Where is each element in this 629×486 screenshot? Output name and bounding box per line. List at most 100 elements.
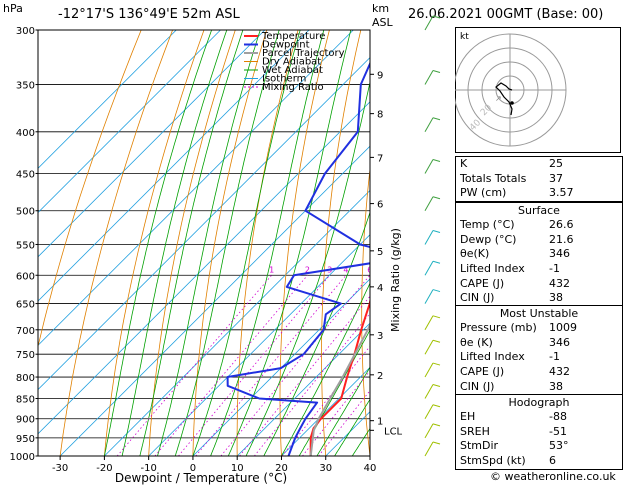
wind-barb-flag xyxy=(432,362,441,366)
wind-barb xyxy=(424,404,434,419)
temp-tick-20: 20 xyxy=(275,463,288,474)
plot-frame xyxy=(37,29,371,457)
legend-item-dry-adiabat: Dry Adiabat xyxy=(262,57,321,68)
dry-adiabat-line xyxy=(192,30,268,456)
index-row-totals: Totals Totals 37 xyxy=(460,171,563,185)
dry-adiabat-line xyxy=(38,30,142,348)
pressure-tick-400: 400 xyxy=(16,128,35,139)
pressure-tick-750: 750 xyxy=(16,350,35,361)
wet-adiabat-line xyxy=(157,30,261,456)
surface-title: Surface xyxy=(518,204,560,217)
hodograph: kt 20 40 ↗ xyxy=(455,27,621,153)
legend-item-mixing-ratio: Mixing Ratio xyxy=(262,82,324,93)
wind-barb-flag xyxy=(432,315,441,319)
mixing-ratio-line xyxy=(178,275,331,456)
pressure-tick-350: 350 xyxy=(16,81,35,92)
hodograph-table: Hodograph EH -88 SREH -51 StmDir 53° StmSpd… xyxy=(455,394,623,470)
km-tick-3: 3 xyxy=(377,331,383,342)
pressure-tick-800: 800 xyxy=(16,373,35,384)
temp-tick-30: 30 xyxy=(319,463,332,474)
skewt-grid xyxy=(38,30,370,456)
wet-adiabat-line xyxy=(227,30,352,456)
wind-barb xyxy=(424,441,434,457)
wet-adiabat-line xyxy=(316,366,370,456)
wind-barb xyxy=(424,196,434,211)
wet-adiabat-line xyxy=(245,80,370,456)
isotherm-line xyxy=(38,30,266,258)
isotherm-line xyxy=(148,234,370,456)
mixing-ratio-label: 20 xyxy=(441,265,451,274)
wet-adiabat-line xyxy=(263,211,370,456)
isotherm-line xyxy=(38,30,221,214)
most-unstable-table: Most Unstable Pressure (mb) 1009 θe (K) 34… xyxy=(455,305,623,396)
legend-item-parcel: Parcel Trajectory xyxy=(262,48,345,59)
mixing-ratio-axis-title: Mixing Ratio (g/kg) xyxy=(389,228,402,332)
wind-barb-flag xyxy=(432,260,441,264)
location-title: -12°17'S 136°49'E 52m ASL xyxy=(58,7,240,22)
wet-adiabat-line xyxy=(334,398,370,456)
pressure-tick-600: 600 xyxy=(16,271,35,282)
wind-barb-flag xyxy=(432,404,441,408)
km-tick-1: 1 xyxy=(377,417,383,428)
temp-tick-10: 10 xyxy=(231,463,244,474)
temp-tick-40: 40 xyxy=(364,463,377,474)
mixing-ratio-line xyxy=(116,275,272,456)
hodo-storm-motion xyxy=(510,101,514,105)
footer-credit: © weatheronline.co.uk xyxy=(490,470,616,483)
temp-tick--30: -30 xyxy=(52,463,68,474)
wind-barb-flag xyxy=(432,117,441,121)
isotherm-line xyxy=(281,366,370,456)
km-tick-8: 8 xyxy=(377,110,383,121)
wind-barb-flag xyxy=(432,441,441,445)
wind-barb-flag xyxy=(432,339,441,343)
wet-adiabat-line xyxy=(210,30,325,456)
isotherm-line xyxy=(38,30,177,169)
km-axis-label: km xyxy=(372,2,390,15)
wind-barb xyxy=(424,15,434,31)
legend-item-temperature: Temperature xyxy=(261,31,325,42)
wind-barb-flag xyxy=(432,423,441,427)
legend-item-wet-adiabat: Wet Adiabat xyxy=(262,65,323,76)
temp-tick--20: -20 xyxy=(96,463,112,474)
km-tick-5: 5 xyxy=(377,247,383,258)
datetime-title: 26.06.2021 00GMT (Base: 00) xyxy=(408,7,604,22)
parcel-trace xyxy=(309,322,370,456)
wind-barb xyxy=(424,70,434,85)
wind-barb xyxy=(424,339,434,355)
wet-adiabat-line xyxy=(298,329,370,456)
wind-barb xyxy=(424,315,434,331)
wet-adiabat-line xyxy=(139,30,244,456)
wet-adiabat-line xyxy=(192,30,301,456)
wind-barb-flag xyxy=(432,384,441,387)
mixing-ratio-label: 4 xyxy=(343,265,348,274)
temp-tick--10: -10 xyxy=(140,463,156,474)
mixing-ratio-line xyxy=(253,312,370,456)
hodo-trace xyxy=(495,82,513,116)
wind-barb-flag xyxy=(432,196,441,200)
wind-barb-flag xyxy=(432,289,441,293)
pressure-tick-850: 850 xyxy=(16,394,35,405)
isotherm-line xyxy=(192,278,370,456)
wind-barb xyxy=(424,261,434,276)
wet-adiabat-line xyxy=(104,30,212,456)
wind-barb-flag xyxy=(432,70,441,74)
km-tick-4: 4 xyxy=(377,283,383,294)
pressure-tick-700: 700 xyxy=(16,326,35,337)
chart-legend: Temperature Dewpoint Parcel Trajectory D… xyxy=(244,31,345,93)
legend-item-dewpoint: Dewpoint xyxy=(262,40,310,51)
isotherm-line xyxy=(59,145,370,456)
x-axis-title: Dewpoint / Temperature (°C) xyxy=(115,471,287,485)
pressure-tick-1000: 1000 xyxy=(10,452,35,463)
most-unstable-title: Most Unstable xyxy=(499,307,579,320)
mixing-ratio-label: 2 xyxy=(305,265,310,274)
wind-barb xyxy=(424,289,434,304)
pressure-tick-450: 450 xyxy=(16,169,35,180)
wet-adiabat-line xyxy=(121,30,228,456)
dry-adiabat-line xyxy=(236,30,299,456)
pressure-tick-950: 950 xyxy=(16,434,35,445)
km-tick-2: 2 xyxy=(377,371,383,382)
wet-adiabat-line xyxy=(281,282,370,456)
mixing-ratio-label: 6 xyxy=(367,265,372,274)
mixing-ratio-line xyxy=(302,370,370,456)
